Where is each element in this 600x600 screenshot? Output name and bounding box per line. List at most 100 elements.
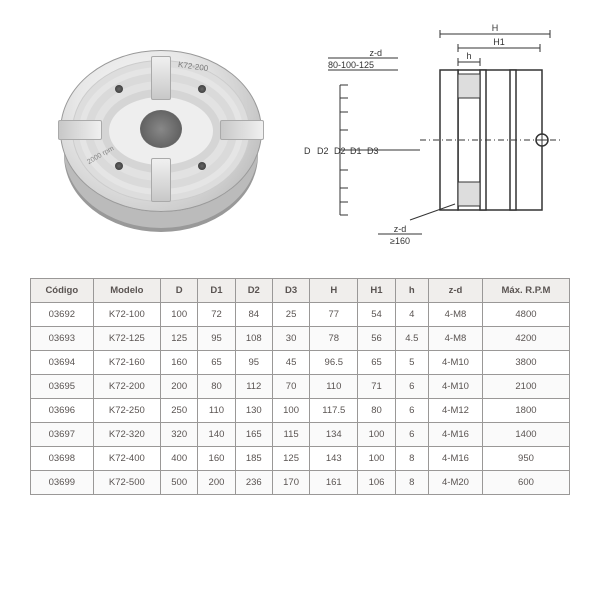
- svg-text:≥160: ≥160: [390, 236, 410, 246]
- svg-text:D2: D2: [334, 146, 346, 156]
- col-header: H: [310, 279, 358, 303]
- table-row: 03692K72-100100728425775444-M84800: [31, 303, 570, 327]
- cell: 400: [161, 447, 198, 471]
- cell: 4-M10: [429, 351, 483, 375]
- cell: 117.5: [310, 399, 358, 423]
- svg-text:z-d: z-d: [394, 224, 407, 234]
- cell: 112: [235, 375, 272, 399]
- cell: 03699: [31, 471, 94, 495]
- cell: 110: [310, 375, 358, 399]
- cell: 108: [235, 327, 272, 351]
- cell: 71: [358, 375, 395, 399]
- cell: 6: [395, 399, 428, 423]
- cell: 54: [358, 303, 395, 327]
- cell: 100: [161, 303, 198, 327]
- cell: 25: [272, 303, 309, 327]
- cell: 165: [235, 423, 272, 447]
- cell: 4-M8: [429, 303, 483, 327]
- table-row: 03697K72-32032014016511513410064-M161400: [31, 423, 570, 447]
- cell: K72-200: [93, 375, 160, 399]
- col-header: D1: [198, 279, 235, 303]
- cell: 30: [272, 327, 309, 351]
- cell: 1400: [482, 423, 569, 447]
- cell: 03692: [31, 303, 94, 327]
- col-header: Código: [31, 279, 94, 303]
- cell: K72-500: [93, 471, 160, 495]
- cell: 161: [310, 471, 358, 495]
- col-header: Modelo: [93, 279, 160, 303]
- table-row: 03694K72-16016065954596.56554-M103800: [31, 351, 570, 375]
- svg-text:D1: D1: [350, 146, 362, 156]
- cell: K72-160: [93, 351, 160, 375]
- cell: 03694: [31, 351, 94, 375]
- svg-text:H1: H1: [493, 37, 505, 47]
- cell: 56: [358, 327, 395, 351]
- cell: 80: [198, 375, 235, 399]
- cell: 130: [235, 399, 272, 423]
- cell: 143: [310, 447, 358, 471]
- cell: 5: [395, 351, 428, 375]
- cell: 160: [161, 351, 198, 375]
- cell: 4.5: [395, 327, 428, 351]
- cell: 600: [482, 471, 569, 495]
- cell: 236: [235, 471, 272, 495]
- cell: K72-125: [93, 327, 160, 351]
- cell: 2100: [482, 375, 569, 399]
- cell: 500: [161, 471, 198, 495]
- cell: 200: [161, 375, 198, 399]
- svg-text:z-d: z-d: [369, 48, 382, 58]
- cell: 125: [272, 447, 309, 471]
- cell: 125: [161, 327, 198, 351]
- cell: 8: [395, 471, 428, 495]
- technical-diagram: D D2 D2 D1 D3 z-d 80-100-125 H: [300, 20, 570, 260]
- cell: 03693: [31, 327, 94, 351]
- cell: 65: [358, 351, 395, 375]
- svg-text:H: H: [492, 23, 499, 33]
- table-row: 03695K72-20020080112701107164-M102100: [31, 375, 570, 399]
- svg-text:D2: D2: [317, 146, 329, 156]
- cell: 95: [198, 327, 235, 351]
- cell: K72-250: [93, 399, 160, 423]
- col-header: D: [161, 279, 198, 303]
- cell: 03696: [31, 399, 94, 423]
- cell: 160: [198, 447, 235, 471]
- cell: 100: [358, 423, 395, 447]
- cell: 110: [198, 399, 235, 423]
- chuck-illustration: K72-200 2000 rpm: [60, 50, 260, 240]
- col-header: z-d: [429, 279, 483, 303]
- cell: 6: [395, 423, 428, 447]
- cell: 200: [198, 471, 235, 495]
- cell: 03697: [31, 423, 94, 447]
- cell: 185: [235, 447, 272, 471]
- cell: K72-100: [93, 303, 160, 327]
- cell: 100: [358, 447, 395, 471]
- table-row: 03696K72-250250110130100117.58064-M12180…: [31, 399, 570, 423]
- cell: 170: [272, 471, 309, 495]
- cell: 950: [482, 447, 569, 471]
- cell: 4-M16: [429, 447, 483, 471]
- svg-text:h: h: [466, 51, 471, 61]
- cell: 4200: [482, 327, 569, 351]
- cell: 03698: [31, 447, 94, 471]
- table-row: 03699K72-50050020023617016110684-M20600: [31, 471, 570, 495]
- product-photo: K72-200 2000 rpm: [30, 20, 290, 260]
- cell: 72: [198, 303, 235, 327]
- cell: 3800: [482, 351, 569, 375]
- cell: 80: [358, 399, 395, 423]
- cell: 1800: [482, 399, 569, 423]
- cell: 4: [395, 303, 428, 327]
- cell: 100: [272, 399, 309, 423]
- col-header: D2: [235, 279, 272, 303]
- cell: 96.5: [310, 351, 358, 375]
- cell: 140: [198, 423, 235, 447]
- col-header: D3: [272, 279, 309, 303]
- cell: 95: [235, 351, 272, 375]
- col-header: Máx. R.P.M: [482, 279, 569, 303]
- cell: 84: [235, 303, 272, 327]
- cell: 106: [358, 471, 395, 495]
- cell: 4-M10: [429, 375, 483, 399]
- cell: 320: [161, 423, 198, 447]
- svg-text:D3: D3: [367, 146, 379, 156]
- svg-text:D: D: [304, 146, 311, 156]
- cell: 6: [395, 375, 428, 399]
